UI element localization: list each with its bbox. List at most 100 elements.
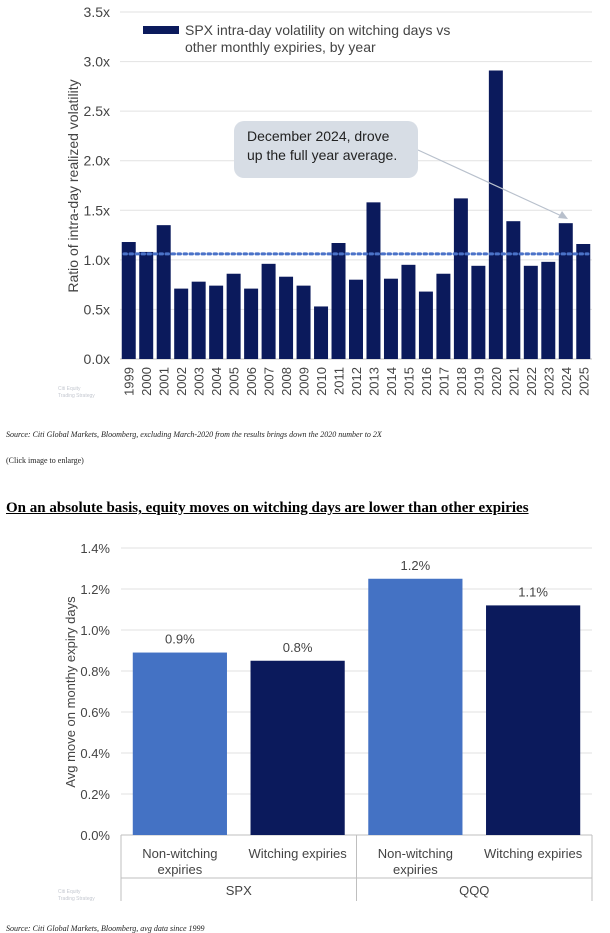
y-tick-label: 0.4% bbox=[80, 746, 110, 761]
source-note-1: Source: Citi Global Markets, Bloomberg, … bbox=[6, 430, 382, 439]
bar-2012 bbox=[349, 279, 363, 359]
y-tick-label: 1.2% bbox=[80, 582, 110, 597]
bar-qqq-3 bbox=[486, 605, 581, 835]
annotation-text-line1: December 2024, drove bbox=[247, 128, 390, 144]
legend-label-line1: SPX intra-day volatility on witching day… bbox=[185, 22, 450, 38]
bar-2000 bbox=[139, 251, 154, 359]
y-tick-label: 3.5x bbox=[84, 4, 110, 20]
x-tick-label: 2006 bbox=[244, 367, 259, 396]
x-tick-label: 2010 bbox=[314, 367, 329, 396]
x-tick-label: 2020 bbox=[489, 367, 504, 396]
bars bbox=[121, 70, 591, 359]
bar-2018 bbox=[453, 198, 468, 359]
y-tick-label: 1.0x bbox=[84, 252, 110, 268]
enlarge-link[interactable]: (Click image to enlarge) bbox=[6, 456, 84, 465]
bar-2005 bbox=[226, 273, 241, 359]
bar-2010 bbox=[314, 306, 329, 359]
x-tick-label: 2014 bbox=[384, 367, 399, 396]
group-labels: SPX QQQ bbox=[226, 883, 490, 898]
y-tick-label: 1.4% bbox=[80, 541, 110, 556]
bar-2025 bbox=[576, 243, 591, 359]
x-tick-labels: 1999 2000 2001 2002 2003 2004 2005 2006 2007 2008… bbox=[122, 367, 592, 396]
watermark-line1: Citi Equity bbox=[58, 386, 81, 392]
y-tick-label: 0.0x bbox=[84, 351, 110, 367]
annotation-text-line2: up the full year average. bbox=[247, 147, 397, 163]
bar-2016 bbox=[418, 291, 433, 359]
data-label: 1.2% bbox=[401, 558, 431, 573]
annotation-arrowhead bbox=[558, 211, 568, 219]
x-tick-label: 2011 bbox=[332, 367, 347, 395]
bar-qqq-2 bbox=[368, 578, 463, 835]
data-label: 0.9% bbox=[165, 632, 195, 647]
y-tick-label: 0.5x bbox=[84, 301, 110, 317]
x-tick-label: 2012 bbox=[349, 367, 364, 396]
x-tick-label: 1999 bbox=[122, 367, 137, 396]
category-axis-lines bbox=[120, 835, 593, 901]
legend-swatch bbox=[143, 26, 179, 34]
bar-spx-1 bbox=[250, 660, 345, 835]
y-tick-label: 1.0% bbox=[80, 623, 110, 638]
bar-2009 bbox=[296, 285, 311, 359]
bar-2019 bbox=[471, 265, 486, 359]
x-tick-label: 2018 bbox=[454, 367, 469, 396]
x-tick-label: 2015 bbox=[401, 367, 416, 396]
bar-2015 bbox=[401, 264, 416, 359]
y-tick-label: 2.0x bbox=[84, 153, 110, 169]
bar-2022 bbox=[523, 265, 538, 359]
section-heading: On an absolute basis, equity moves on wi… bbox=[6, 500, 529, 516]
y-axis-title: Avg move on monthy expiry days bbox=[63, 596, 78, 788]
x-tick-label: 2016 bbox=[419, 367, 434, 396]
y-tick-labels: 0.0x 0.5x 1.0x 1.5x 2.0x 2.5x 3.0x 3.5x bbox=[84, 4, 110, 367]
x-tick-label: 2008 bbox=[279, 367, 294, 396]
x-tick-label: 2009 bbox=[297, 367, 312, 396]
legend-label-line2: other monthly expiries, by year bbox=[185, 39, 376, 55]
bar-2023 bbox=[541, 261, 556, 359]
bar-2013 bbox=[366, 202, 381, 359]
category-label-line2: expiries bbox=[393, 862, 438, 877]
x-tick-label: 2003 bbox=[192, 367, 207, 396]
y-tick-label: 1.5x bbox=[84, 202, 110, 218]
category-label-line2: expiries bbox=[157, 862, 202, 877]
y-tick-label: 0.8% bbox=[80, 664, 110, 679]
x-tick-label: 2013 bbox=[366, 367, 381, 396]
category-label: Witching expiries bbox=[484, 846, 583, 861]
group-label: QQQ bbox=[459, 883, 489, 898]
data-label: 1.1% bbox=[518, 584, 548, 599]
x-tick-label: 2007 bbox=[262, 367, 277, 396]
x-tick-label: 2005 bbox=[227, 367, 242, 396]
bar-2006 bbox=[244, 288, 259, 359]
x-tick-label: 2023 bbox=[541, 367, 556, 396]
x-tick-label: 2004 bbox=[209, 367, 224, 396]
y-tick-label: 0.6% bbox=[80, 705, 110, 720]
watermark-line2: Trading Strategy bbox=[58, 393, 95, 399]
x-tick-label: 2019 bbox=[471, 367, 486, 396]
y-axis-title: Ratio of intra-day realized volatility bbox=[65, 79, 81, 292]
bar-spx-0 bbox=[132, 652, 227, 835]
y-tick-label: 2.5x bbox=[84, 103, 110, 119]
bar-2008 bbox=[279, 276, 294, 359]
bar-2011 bbox=[331, 243, 346, 359]
annotation-arrow bbox=[417, 149, 567, 219]
data-label: 0.8% bbox=[283, 640, 313, 655]
bar-2003 bbox=[191, 281, 206, 359]
volatility-ratio-chart: 0.0x0.5x1.0x1.5x2.0x2.5x3.0x3.5x 1999 200… bbox=[58, 4, 592, 399]
bar-2017 bbox=[436, 273, 451, 359]
bar-2004 bbox=[209, 285, 224, 359]
y-tick-label: 0.0% bbox=[80, 828, 110, 843]
y-tick-label: 3.0x bbox=[84, 54, 110, 70]
bar-2024 bbox=[558, 223, 573, 359]
x-tick-label: 2017 bbox=[436, 367, 451, 396]
category-label: Non-witching bbox=[142, 846, 217, 861]
bar-2007 bbox=[261, 263, 276, 359]
group-label: SPX bbox=[226, 883, 252, 898]
bar-2020 bbox=[488, 70, 503, 359]
bar-2002 bbox=[174, 288, 189, 359]
watermark-line1: Citi Equity bbox=[58, 889, 81, 895]
category-label: Witching expiries bbox=[248, 846, 347, 861]
avg-move-chart: 0.0% 0.2% 0.4% 0.6% 0.8% 1.0% 1.2% 1.4% 0.9% 0.8… bbox=[58, 541, 593, 902]
bar-1999 bbox=[121, 242, 136, 359]
x-tick-label: 2021 bbox=[506, 367, 521, 396]
bar-2014 bbox=[383, 278, 398, 359]
x-tick-label: 2000 bbox=[139, 367, 154, 396]
